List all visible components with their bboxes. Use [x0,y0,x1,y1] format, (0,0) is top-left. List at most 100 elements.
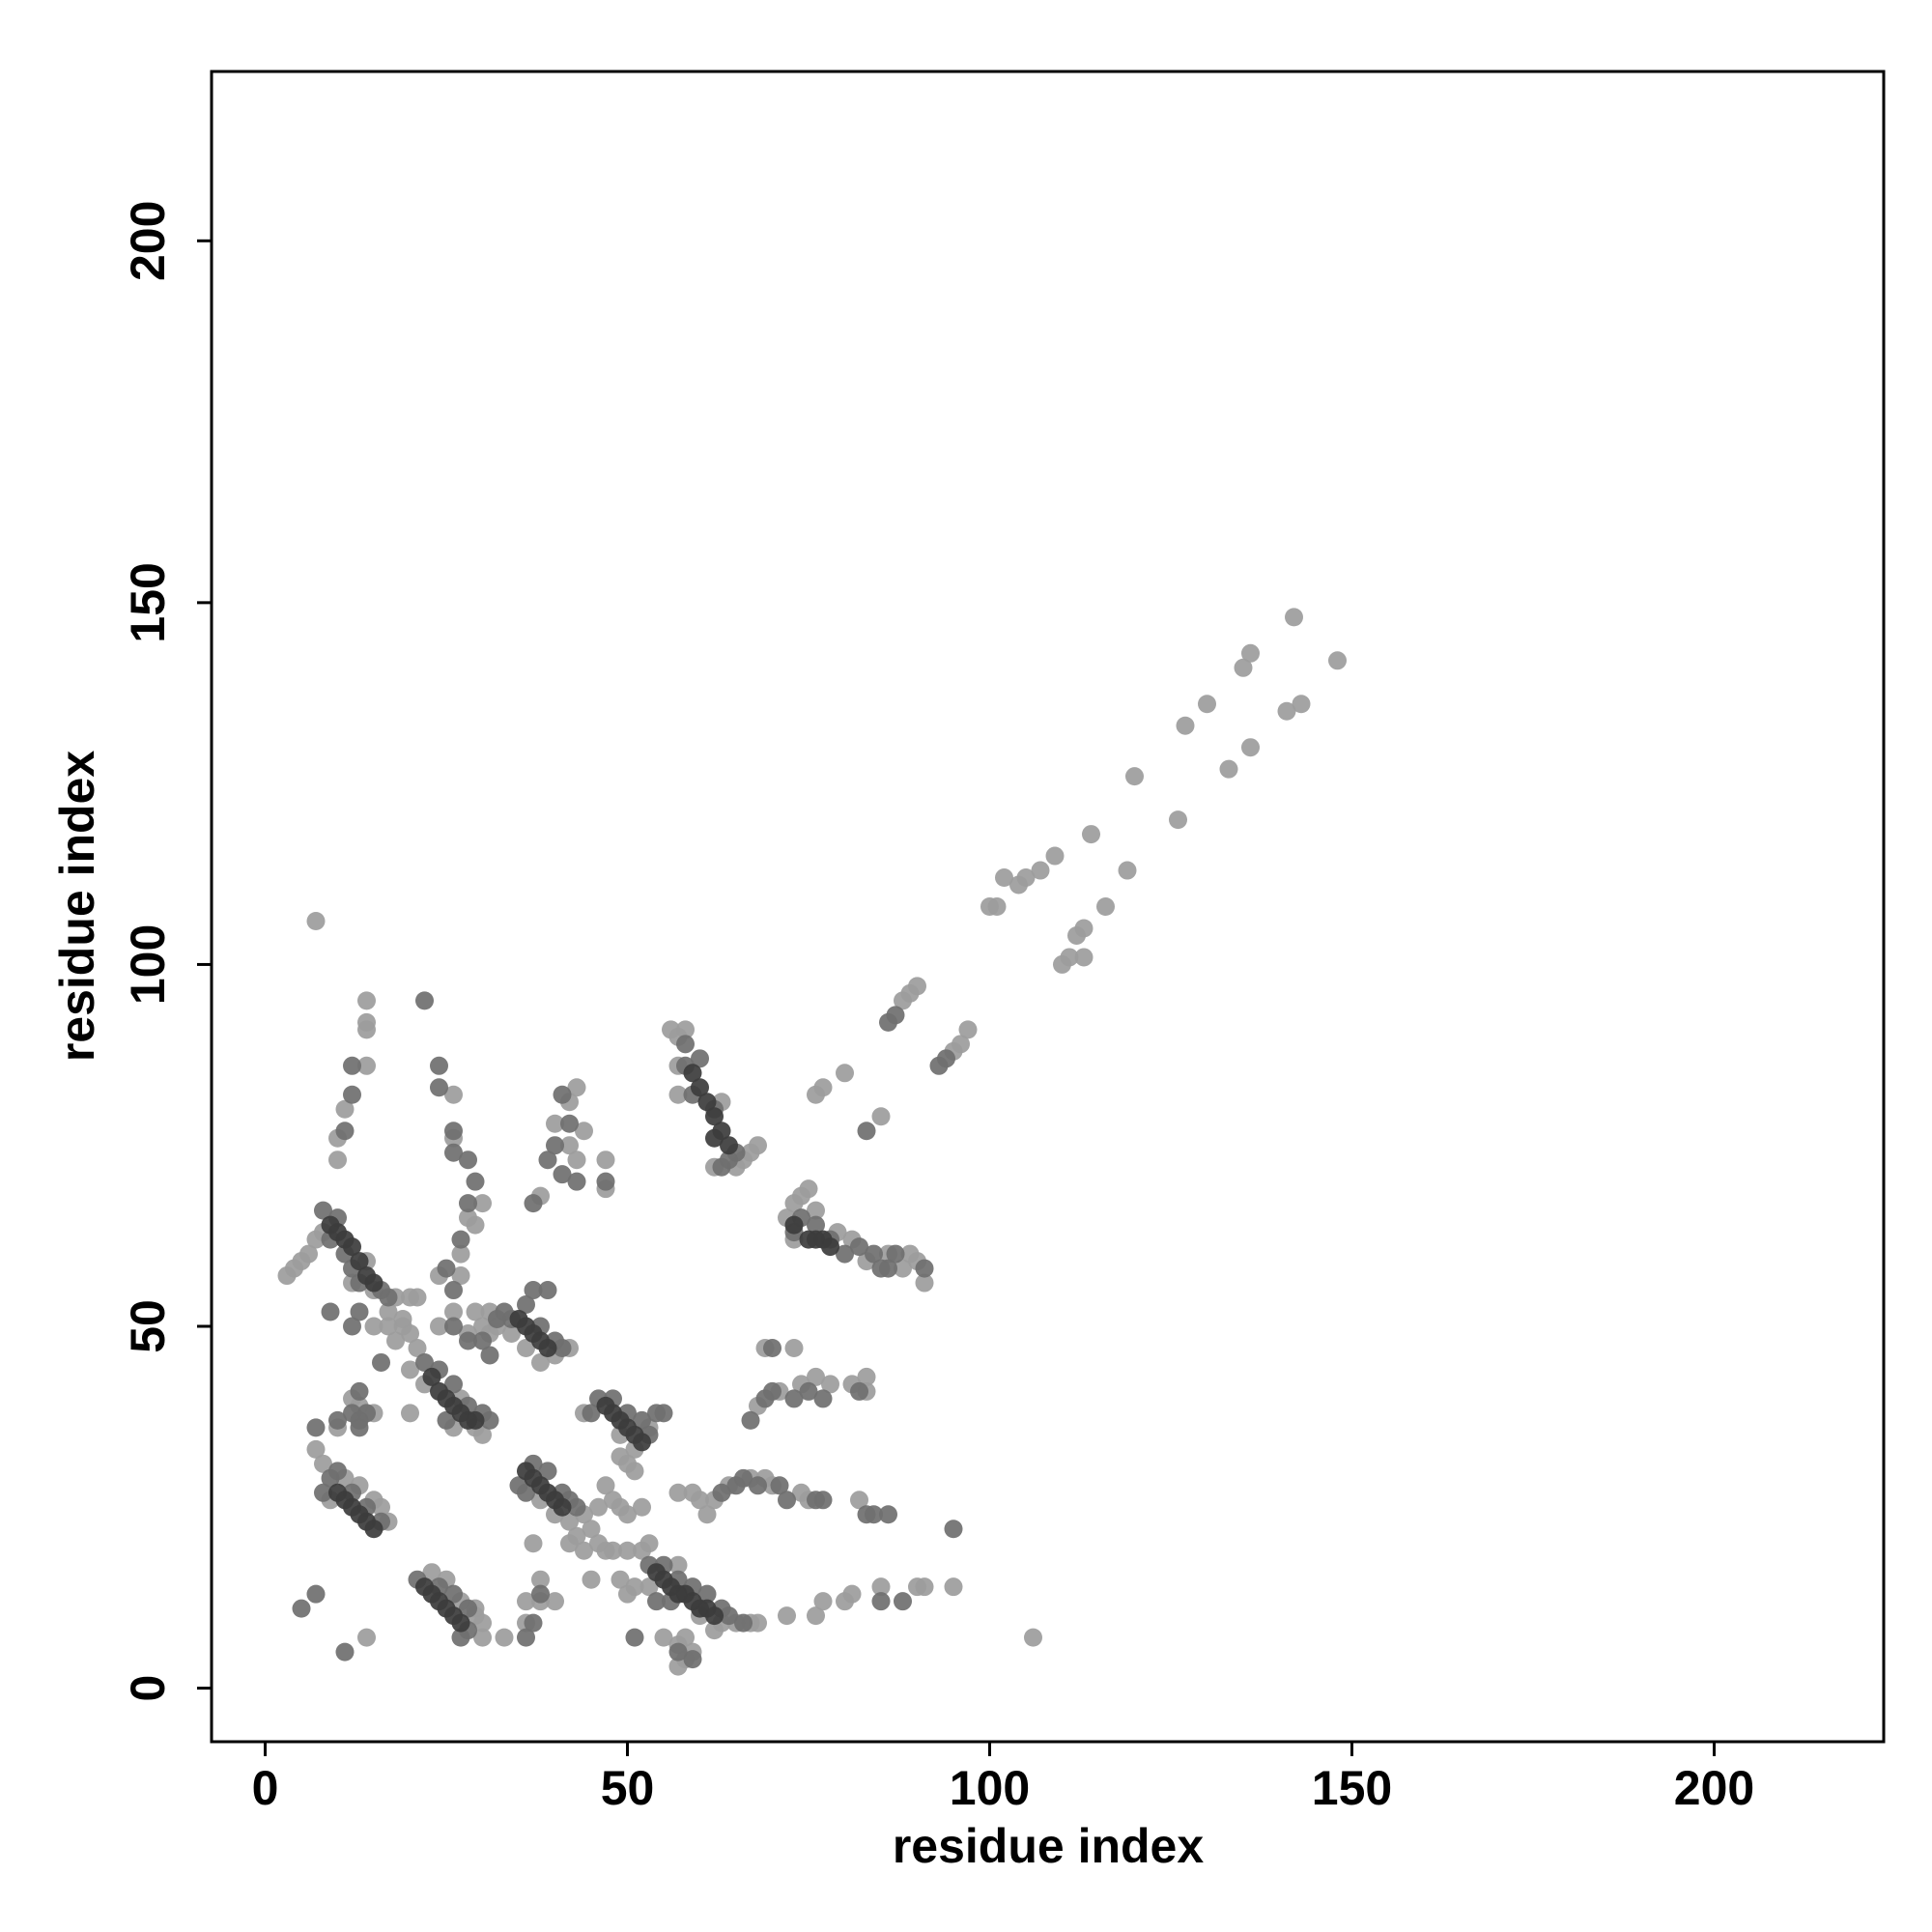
point [364,1273,384,1293]
point [343,1237,361,1257]
point [850,1237,868,1257]
point [937,1049,955,1068]
point [444,1085,463,1104]
point [807,1606,825,1626]
point [596,1172,615,1191]
point [799,1179,818,1199]
x-tick-label: 100 [950,1761,1030,1815]
point [813,1389,833,1408]
point [1285,608,1303,627]
point [1241,643,1260,663]
point [328,1151,347,1170]
point [531,1570,550,1589]
point [1277,701,1296,721]
point [567,1151,586,1170]
point [712,1483,731,1502]
point [415,1352,434,1372]
point [444,1375,463,1394]
y-axis-title: residue index [50,751,104,1063]
point [1074,948,1094,967]
point [538,1338,557,1357]
point [335,1122,355,1141]
point [306,911,326,930]
point [292,1599,311,1618]
point [517,1483,535,1502]
point [473,1628,492,1647]
point [639,1577,659,1597]
point [451,1266,470,1286]
point [488,1310,506,1329]
point [546,1136,564,1155]
point [350,1252,369,1271]
point [1198,695,1216,714]
point [335,1099,355,1119]
point [697,1584,717,1604]
point [357,1020,376,1039]
point [343,1085,361,1104]
point [1125,767,1144,786]
point [328,1462,347,1481]
point [451,1244,470,1264]
point [1292,695,1311,714]
point [567,1172,586,1191]
point [589,1534,608,1553]
point [480,1346,499,1365]
point [364,1317,384,1336]
point [459,1194,477,1213]
point [654,1628,673,1647]
x-tick-label: 200 [1674,1761,1754,1815]
point [306,1439,326,1459]
point [582,1520,601,1539]
point [915,1259,934,1278]
point [517,1338,535,1357]
point [952,1035,970,1054]
point [1096,897,1115,916]
point [538,1151,557,1170]
point [1031,861,1050,880]
point [871,1577,891,1597]
point [625,1628,644,1647]
point [285,1259,303,1278]
point [734,1468,753,1488]
point [633,1541,651,1560]
point [517,1592,535,1611]
point [886,1006,905,1025]
point [778,1491,796,1510]
point [314,1201,332,1220]
point [995,868,1013,888]
point [611,1570,630,1589]
point [444,1122,463,1141]
point [879,1505,897,1524]
point [524,1281,543,1300]
point [306,1584,326,1604]
y-tick-label: 150 [121,562,175,642]
point [813,1491,833,1510]
point [444,1317,463,1336]
point [668,1085,688,1104]
point [1074,919,1094,938]
point [553,1165,572,1184]
point [683,1064,702,1083]
point [1082,825,1100,844]
point [1169,810,1187,830]
point [604,1541,622,1560]
point [857,1122,876,1141]
point [807,1367,825,1386]
point [546,1114,564,1133]
point [480,1410,499,1430]
point [444,1143,463,1162]
point [466,1172,485,1191]
y-tick-label: 200 [121,201,175,281]
point [1016,868,1036,888]
point [705,1128,724,1148]
point [517,1295,535,1315]
point [1219,759,1238,779]
point [524,1613,543,1633]
point [850,1491,868,1510]
point [524,1534,543,1553]
point [357,1628,376,1647]
point [676,1020,695,1039]
point [944,1577,963,1597]
point [697,1093,717,1112]
